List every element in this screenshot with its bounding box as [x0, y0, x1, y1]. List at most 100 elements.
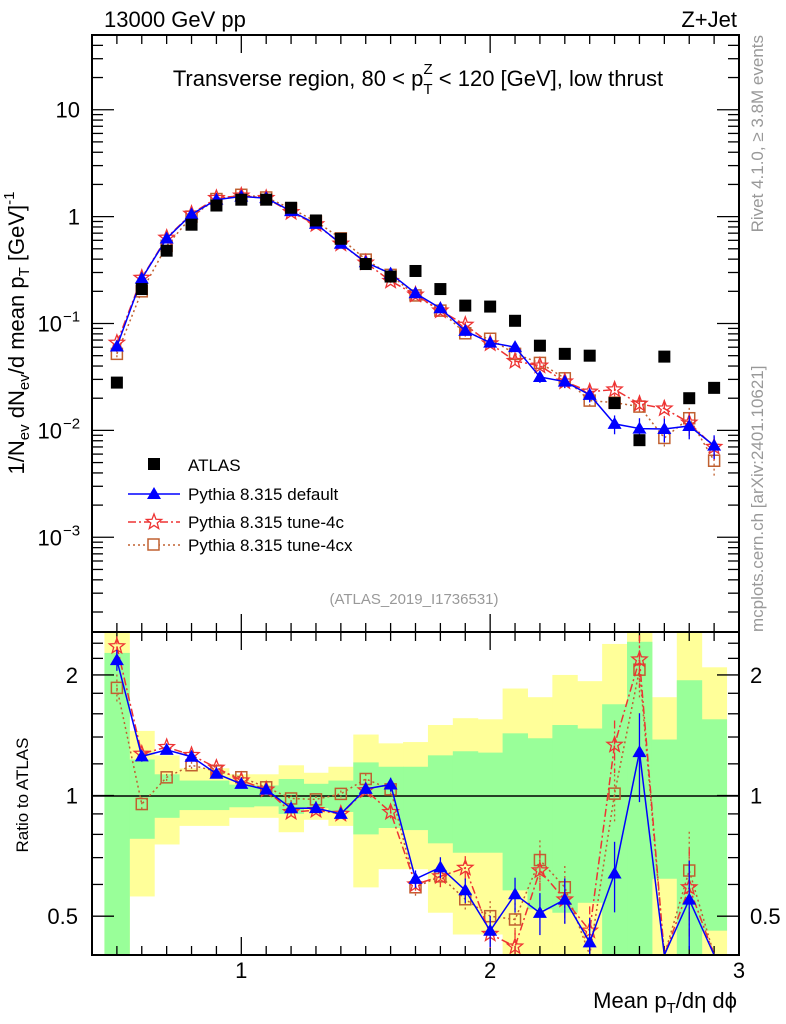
default-ratio-point — [333, 806, 348, 819]
atlas-point — [210, 199, 223, 212]
atlas-point — [110, 376, 123, 389]
y-tick-label: 1 — [68, 205, 80, 230]
tune4cx-line — [116, 194, 715, 462]
legend-item-default: Pythia 8.315 default — [128, 485, 339, 504]
default-ratio-point — [607, 866, 622, 879]
tune4cx-ratio-point — [608, 787, 621, 800]
atlas-point — [409, 264, 422, 277]
y-tick-label: 10 — [38, 312, 62, 337]
default-point — [458, 323, 473, 336]
atlas-point — [359, 258, 372, 271]
atlas-point — [484, 300, 497, 313]
y-tick-label: 10 — [38, 418, 62, 443]
default-ratio-point — [433, 860, 448, 873]
atlas-point — [558, 347, 571, 360]
default-ratio-point — [358, 781, 373, 794]
tune4c-point — [505, 351, 525, 370]
default-ratio-point — [134, 749, 149, 762]
atlas-point — [334, 232, 347, 245]
default-ratio-point — [632, 745, 647, 758]
plot-title: Transverse region, 80 < pTZ < 120 [GeV],… — [173, 61, 663, 98]
open-square-marker-icon — [147, 538, 160, 551]
tune4c-line — [116, 194, 715, 448]
ratio-tick-label-left: 2 — [66, 663, 78, 688]
ratio-uncertainty-bands — [104, 632, 728, 955]
default-point — [408, 286, 423, 299]
inner-band-bin — [502, 733, 528, 891]
tune4c-ratio-point — [630, 649, 649, 668]
default-ratio-point — [383, 777, 398, 790]
ratio-tick-label-left: 0.5 — [47, 904, 78, 929]
atlas-point — [135, 283, 148, 296]
tune4c-ratio-point — [107, 636, 127, 655]
atlas-point — [533, 339, 546, 352]
tune4cx-ratio-point — [334, 787, 348, 801]
default-ratio-point — [308, 801, 323, 814]
atlas-point — [285, 201, 298, 214]
inner-band-bin — [104, 652, 130, 955]
default-ratio-point — [532, 905, 547, 918]
legend: ATLAS Pythia 8.315 default Pythia 8.315 … — [128, 456, 353, 555]
legend-label: Pythia 8.315 tune-4cx — [188, 536, 353, 555]
default-ratio-point — [483, 923, 498, 936]
ratio-tick-label-right: 1 — [750, 784, 762, 809]
ratio-plot-data — [107, 635, 715, 955]
atlas-point — [708, 381, 721, 394]
x-tick-label: 3 — [733, 958, 745, 983]
filled-triangle-marker-icon — [147, 487, 161, 499]
tune4cx-ratio-point — [508, 913, 522, 926]
ratio-tick-label-left: 1 — [66, 784, 78, 809]
atlas-point — [160, 244, 173, 257]
x-tick-label: 1 — [235, 958, 247, 983]
y-tick-exponent: −3 — [63, 522, 80, 539]
atlas-point — [608, 397, 621, 410]
atlas-point — [384, 270, 397, 283]
tune4cx-ratio-point — [135, 797, 149, 811]
atlas-point — [235, 193, 248, 206]
atlas-point — [434, 283, 447, 296]
default-ratio-point — [557, 892, 572, 905]
default-point — [682, 418, 697, 431]
ratio-tick-label-right: 0.5 — [750, 904, 781, 929]
default-point — [707, 438, 722, 451]
default-point — [483, 335, 498, 348]
tune4c-ratio-point — [455, 858, 475, 876]
default-ratio-point — [234, 776, 249, 789]
atlas-point — [583, 349, 596, 362]
inner-band-bin — [477, 752, 504, 853]
tune4c-point — [530, 355, 550, 374]
tune4c-ratio-point — [281, 802, 301, 821]
tune4c-ratio-point — [381, 802, 400, 821]
tune4c-point — [431, 300, 450, 319]
x-tick-label: 2 — [484, 958, 496, 983]
y-axis-label: 1/Nev dNev/d mean pT [GeV]-1 — [1, 192, 33, 475]
default-point — [632, 421, 647, 434]
atlas-point — [185, 218, 198, 231]
atlas-point — [459, 299, 472, 312]
x-axis-label: Mean pT/dη dϕ — [593, 988, 737, 1017]
y-tick-label: 10 — [56, 98, 80, 123]
tune4c-ratio-point — [530, 860, 550, 879]
atlas-point — [509, 314, 522, 327]
rivet-version-label: Rivet 4.1.0, ≥ 3.8M events — [748, 35, 767, 232]
y-tick-label: 10 — [38, 525, 62, 550]
default-point — [657, 422, 672, 435]
default-point — [508, 340, 523, 353]
process-label: Z+Jet — [681, 7, 737, 32]
tune4c-point — [605, 379, 624, 398]
legend-label: ATLAS — [188, 456, 241, 475]
atlas-point — [260, 193, 273, 206]
default-ratio-point — [458, 883, 473, 896]
tune4cx-ratio-point — [160, 771, 173, 784]
default-point — [607, 416, 622, 429]
atlas-point — [658, 350, 671, 363]
atlas-point — [309, 214, 322, 227]
tune4c-ratio-point — [431, 866, 450, 885]
tune4c-point — [654, 398, 674, 417]
inner-band-bin — [452, 751, 479, 853]
atlas-point — [683, 392, 696, 405]
default-point — [532, 369, 547, 382]
default-ratio-point — [184, 749, 199, 762]
ratio-tick-label-right: 2 — [750, 663, 762, 688]
